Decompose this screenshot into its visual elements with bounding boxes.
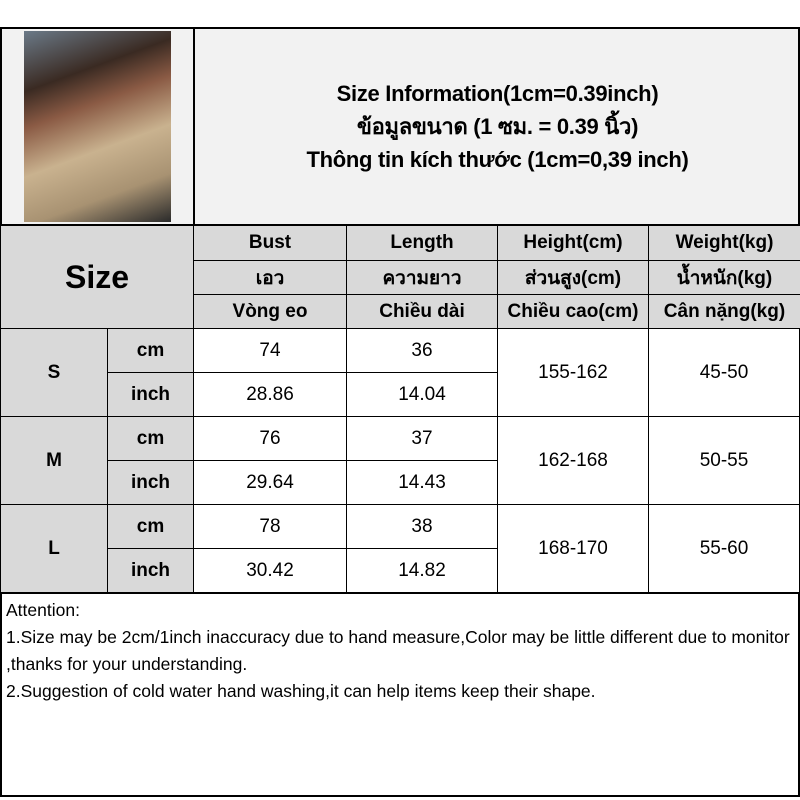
value-inch: 28.86 bbox=[193, 372, 347, 417]
value-cm: 76 bbox=[193, 416, 347, 461]
column-header-vi: Chiều cao(cm) bbox=[497, 294, 649, 329]
column-header-th: เอว bbox=[193, 260, 347, 295]
attention-notes: Attention: 1.Size may be 2cm/1inch inacc… bbox=[0, 592, 800, 797]
attention-note-2: 2.Suggestion of cold water hand washing,… bbox=[6, 681, 596, 701]
title-en: Size Information(1cm=0.39inch) bbox=[336, 81, 659, 106]
value-inch: 29.64 bbox=[193, 460, 347, 505]
unit-cm-label: cm bbox=[107, 328, 194, 373]
value-cm: 78 bbox=[193, 504, 347, 549]
divider bbox=[193, 27, 195, 226]
weight-range: 50-55 bbox=[648, 416, 800, 505]
value-inch: 14.43 bbox=[346, 460, 498, 505]
value-inch: 14.82 bbox=[346, 548, 498, 593]
title-vi: Thông tin kích thước (1cm=0,39 inch) bbox=[306, 147, 689, 172]
height-range: 162-168 bbox=[497, 416, 649, 505]
unit-inch-label: inch bbox=[107, 372, 194, 417]
column-header-th: ความยาว bbox=[346, 260, 498, 295]
product-photo bbox=[24, 31, 171, 222]
value-cm: 36 bbox=[346, 328, 498, 373]
attention-note-1: 1.Size may be 2cm/1inch inaccuracy due t… bbox=[6, 627, 790, 674]
column-header-en: Weight(kg) bbox=[648, 225, 800, 261]
column-header-vi: Vòng eo bbox=[193, 294, 347, 329]
height-range: 168-170 bbox=[497, 504, 649, 593]
unit-inch-label: inch bbox=[107, 460, 194, 505]
value-inch: 30.42 bbox=[193, 548, 347, 593]
weight-range: 55-60 bbox=[648, 504, 800, 593]
unit-cm-label: cm bbox=[107, 416, 194, 461]
value-cm: 37 bbox=[346, 416, 498, 461]
column-header-th: ส่วนสูง(cm) bbox=[497, 260, 649, 295]
weight-range: 45-50 bbox=[648, 328, 800, 417]
title-th: ข้อมูลขนาด (1 ซม. = 0.39 นิ้ว) bbox=[356, 114, 639, 139]
attention-heading: Attention: bbox=[6, 600, 80, 620]
value-cm: 38 bbox=[346, 504, 498, 549]
unit-cm-label: cm bbox=[107, 504, 194, 549]
column-header-vi: Chiều dài bbox=[346, 294, 498, 329]
size-header: Size bbox=[0, 225, 194, 329]
column-header-en: Length bbox=[346, 225, 498, 261]
column-header-th: น้ำหนัก(kg) bbox=[648, 260, 800, 295]
size-label: L bbox=[0, 504, 108, 593]
unit-inch-label: inch bbox=[107, 548, 194, 593]
value-inch: 14.04 bbox=[346, 372, 498, 417]
column-header-en: Bust bbox=[193, 225, 347, 261]
column-header-en: Height(cm) bbox=[497, 225, 649, 261]
column-header-vi: Cân nặng(kg) bbox=[648, 294, 800, 329]
value-cm: 74 bbox=[193, 328, 347, 373]
height-range: 155-162 bbox=[497, 328, 649, 417]
size-label: M bbox=[0, 416, 108, 505]
size-label: S bbox=[0, 328, 108, 417]
size-info-title: Size Information(1cm=0.39inch) ข้อมูลขนา… bbox=[195, 27, 800, 226]
